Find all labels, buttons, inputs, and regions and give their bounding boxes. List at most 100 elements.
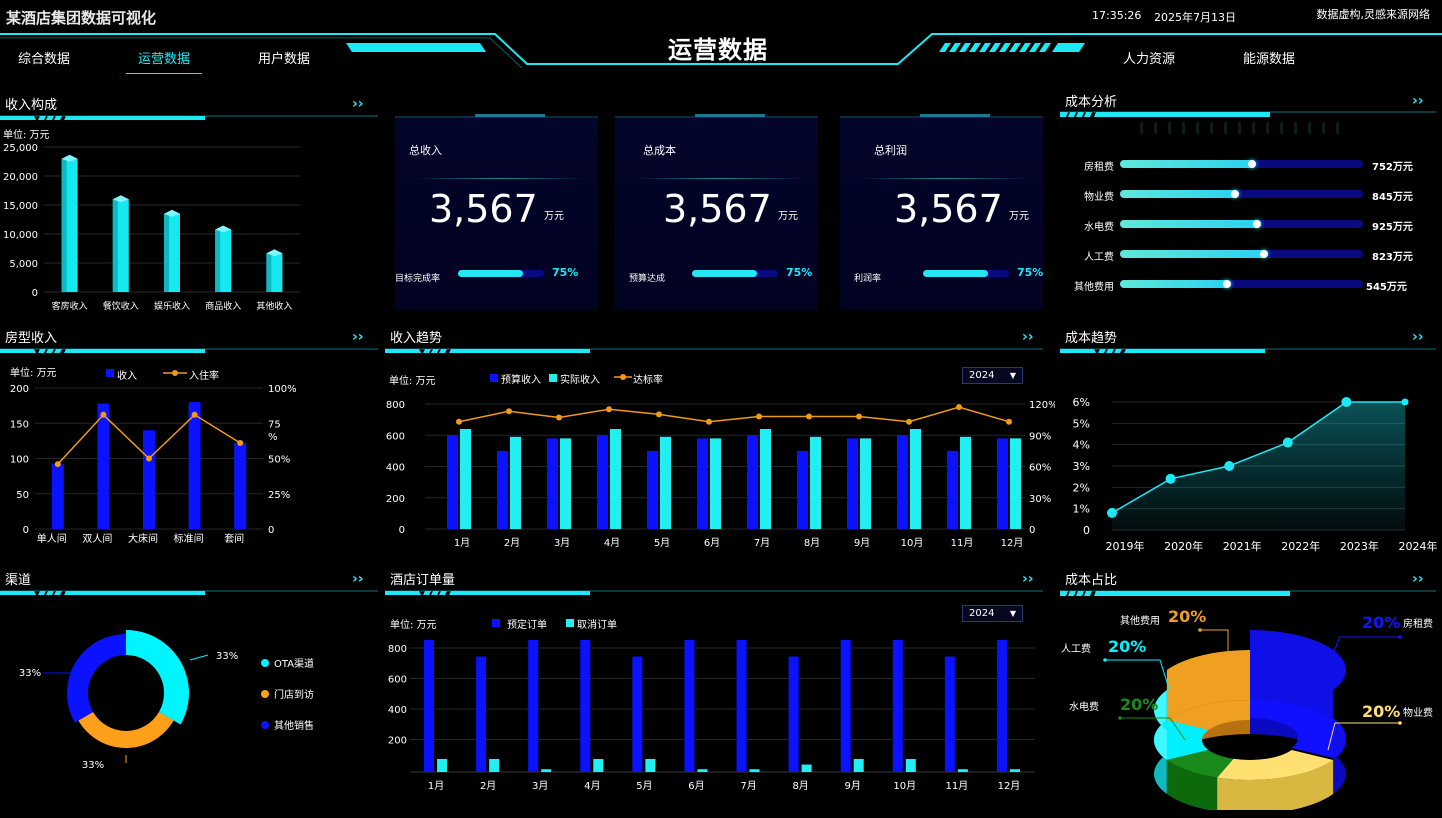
x-tick-label: 大床间 <box>128 532 158 545</box>
year-select-orders[interactable]: 2024 ▼ <box>962 605 1023 622</box>
bar-actual-income <box>710 438 721 529</box>
line-cost-trend <box>1111 401 1405 514</box>
bar-room-income <box>188 402 201 529</box>
x-tick-label: 其他收入 <box>256 300 292 312</box>
x-tick-label: 7月 <box>740 780 756 792</box>
donut-segment-1 <box>78 712 174 748</box>
y-tick-label: 15,000 <box>3 201 38 212</box>
kpi-progress-fill <box>458 270 523 277</box>
panel-more-icon[interactable]: ›› <box>352 329 364 345</box>
y-tick-label: 5,000 <box>9 259 38 270</box>
x-tick-label: 标准间 <box>174 532 204 545</box>
cost-item-knob <box>1252 220 1261 228</box>
bar-booked-orders <box>944 656 955 772</box>
nav-tab-overview[interactable]: 综合数据 <box>18 52 71 67</box>
point-cost-trend <box>1401 398 1409 406</box>
cost-item-fill <box>1120 160 1256 168</box>
panel-title-cost-analysis: 成本分析 <box>1065 95 1118 110</box>
panel-more-icon[interactable]: ›› <box>1412 93 1424 109</box>
panel-header-decor <box>1060 348 1436 353</box>
legend-swatch-rate <box>614 374 632 380</box>
point-achievement-rate <box>706 418 712 425</box>
y2-tick-label: 75 <box>268 419 281 430</box>
cost-item-value: 925万元 <box>1372 222 1413 233</box>
x-tick-label: 1月 <box>428 780 444 792</box>
y-tick-label: 800 <box>388 644 407 655</box>
cost-item-label: 物业费 <box>1084 192 1114 203</box>
x-tick-label: 2019年 <box>1106 539 1145 553</box>
point-cost-trend <box>1107 507 1117 518</box>
share-name-label: 人工费 <box>1061 642 1091 655</box>
y2-tick-label: 60% <box>1029 463 1051 474</box>
income-structure-chart: 25,000 20,000 15,000 10,000 5,000 0 客房收入 餐饮收入 娱乐… <box>3 143 300 312</box>
kpi-card <box>395 116 598 310</box>
point-occupancy <box>237 439 244 446</box>
y-tick-label: 400 <box>388 705 407 716</box>
bar-actual-income <box>460 429 471 529</box>
bar-actual-income <box>510 436 521 529</box>
x-tick-label: 11月 <box>946 780 969 792</box>
y-tick-label: 400 <box>386 463 405 474</box>
cost-item-label: 人工费 <box>1084 252 1114 263</box>
bar-budget-income <box>597 435 608 529</box>
kpi-bar-label: 目标完成率 <box>395 274 441 284</box>
bar-cancelled-orders <box>957 769 968 772</box>
year-select-income[interactable]: 2024 ▼ <box>962 367 1023 384</box>
nav-tab-users[interactable]: 用户数据 <box>258 52 311 67</box>
bar-room-income <box>51 464 64 529</box>
kpi-unit: 万元 <box>544 211 564 222</box>
legend-swatch-budget <box>490 374 498 382</box>
x-tick-label: 12月 <box>1001 537 1024 549</box>
panel-more-icon[interactable]: ›› <box>1022 329 1034 345</box>
panel-title-cost-share: 成本占比 <box>1065 573 1118 588</box>
cost-item-knob <box>1259 250 1268 258</box>
bar-booked-orders <box>684 640 695 772</box>
panel-header-decor <box>1060 590 1436 596</box>
bar-actual-income <box>610 429 621 529</box>
bar-room-income <box>143 430 155 529</box>
nav-tab-operations[interactable]: 运营数据 <box>126 48 203 74</box>
y2-tick-label: 90% <box>1029 431 1051 442</box>
share-value-label: 20% <box>1108 637 1146 656</box>
nav-tab-energy[interactable]: 能源数据 <box>1243 52 1296 67</box>
x-tick-label: 5月 <box>636 780 652 792</box>
share-value-label: 20% <box>1120 695 1158 714</box>
bar-booked-orders <box>632 656 643 772</box>
y-tick-label: 4% <box>1073 439 1090 452</box>
bar-budget-income <box>447 435 458 529</box>
nav-tab-hr[interactable]: 人力资源 <box>1123 52 1176 67</box>
bar-actual-income <box>810 436 821 529</box>
panel-more-icon[interactable]: ›› <box>1022 571 1034 587</box>
point-achievement-rate <box>956 404 962 411</box>
kpi-label: 总收入 <box>409 144 442 157</box>
chevron-down-icon: ▼ <box>1009 371 1016 380</box>
bar-booked-orders <box>424 640 435 772</box>
panel-more-icon[interactable]: ›› <box>352 571 364 587</box>
panel-more-icon[interactable]: ›› <box>352 96 364 112</box>
x-tick-label: 套间 <box>224 532 244 545</box>
bar-budget-income <box>847 438 858 529</box>
leader-line <box>1200 629 1229 663</box>
bar-cancelled-orders <box>1009 769 1020 772</box>
bar-cancelled-orders <box>905 758 916 772</box>
cost-trend-chart: 6% 5% 4% 3% 2% 1% 0 2019年 2020年 2021年 2022年 2023年 20… <box>1073 396 1438 553</box>
point-occupancy <box>191 411 198 418</box>
x-tick-label: 双人间 <box>82 532 112 545</box>
bar-cancelled-orders <box>593 758 604 772</box>
kpi-divider <box>415 178 585 179</box>
x-tick-label: 2024年 <box>1399 539 1438 553</box>
line-achievement-rate <box>458 406 1010 423</box>
ring-segment-3 <box>1154 720 1209 760</box>
room-income-unit: 单位: 万元 <box>10 368 57 379</box>
bar-budget-income <box>997 438 1008 529</box>
y2-tick-label: 0 <box>1029 525 1035 536</box>
bar-cancelled-orders <box>697 769 708 772</box>
bar-cancelled-orders <box>853 758 864 772</box>
y-tick-label: 150 <box>10 419 29 430</box>
panel-more-icon[interactable]: ›› <box>1412 329 1424 345</box>
kpi-divider <box>860 178 1030 179</box>
kpi-percent: 75% <box>786 266 813 279</box>
x-tick-label: 6月 <box>704 537 720 549</box>
panel-more-icon[interactable]: ›› <box>1412 571 1424 587</box>
